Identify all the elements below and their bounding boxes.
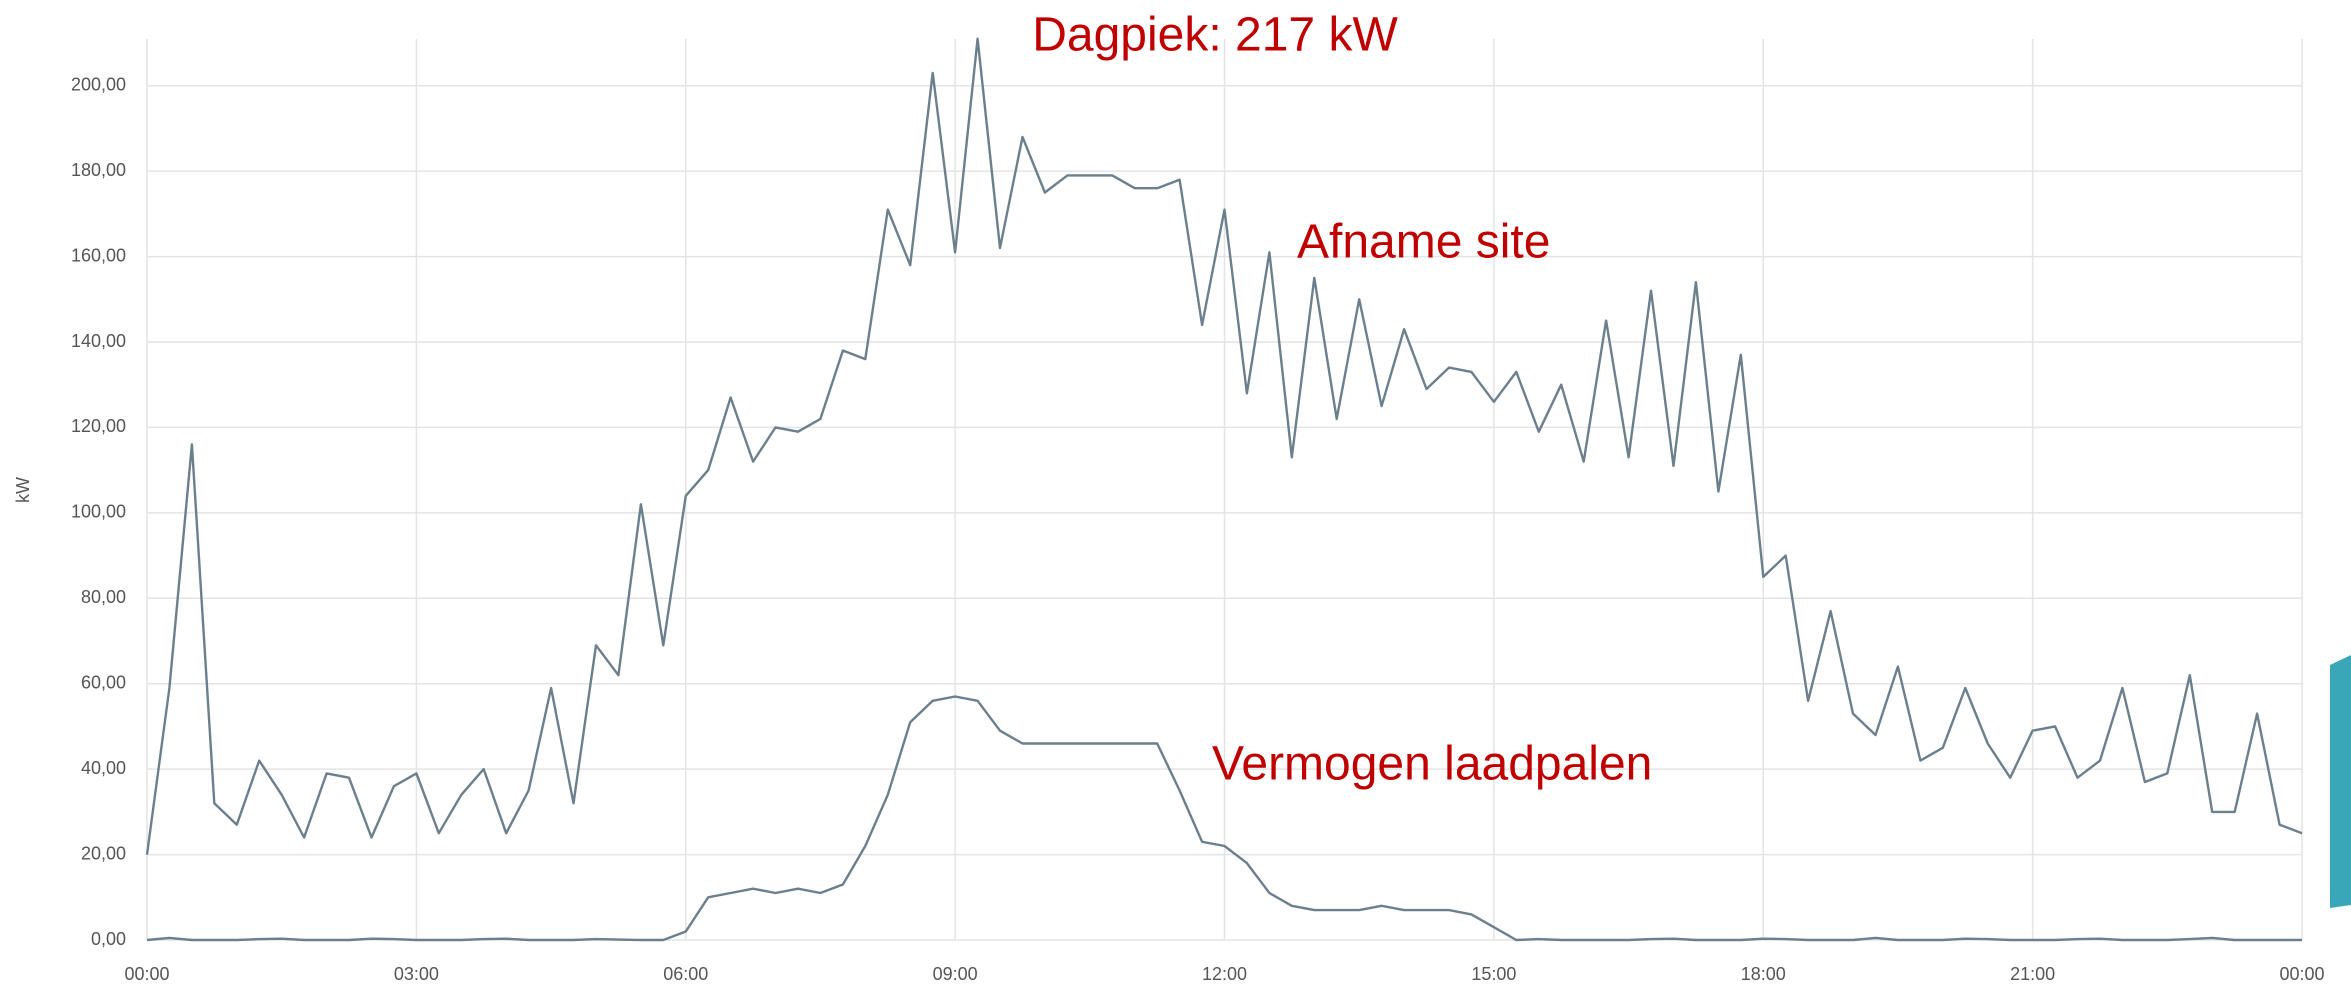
annotation: Dagpiek: 217 kW [1032, 9, 1398, 62]
x-tick-label: 18:00 [1741, 964, 1786, 984]
x-tick-label: 09:00 [933, 964, 978, 984]
x-tick-label: 21:00 [2010, 964, 2055, 984]
y-axis-label: kW [13, 477, 33, 503]
series-line [146, 695, 2302, 942]
annotation: Afname site [1297, 216, 1550, 269]
y-tick-label: 120,00 [71, 416, 126, 436]
y-tick-label: 100,00 [71, 502, 126, 522]
y-tick-label: 80,00 [81, 587, 126, 607]
y-tick-label: 20,00 [81, 843, 126, 863]
y-tick-label: 0,00 [91, 929, 126, 949]
y-tick-label: 60,00 [81, 672, 126, 692]
x-tick-label: 00:00 [124, 964, 169, 984]
y-tick-label: 160,00 [71, 245, 126, 265]
x-tick-label: 06:00 [663, 964, 708, 984]
x-tick-label: 15:00 [1471, 964, 1516, 984]
annotation: Vermogen laadpalen [1212, 738, 1652, 791]
x-tick-label: 03:00 [394, 964, 439, 984]
y-tick-label: 200,00 [71, 74, 126, 94]
y-tick-label: 140,00 [71, 331, 126, 351]
y-tick-label: 180,00 [71, 160, 126, 180]
y-tick-label: 40,00 [81, 758, 126, 778]
x-tick-label: 00:00 [2279, 964, 2324, 984]
decor-shape [2330, 655, 2351, 908]
x-tick-label: 12:00 [1202, 964, 1247, 984]
series-line [145, 37, 2303, 855]
